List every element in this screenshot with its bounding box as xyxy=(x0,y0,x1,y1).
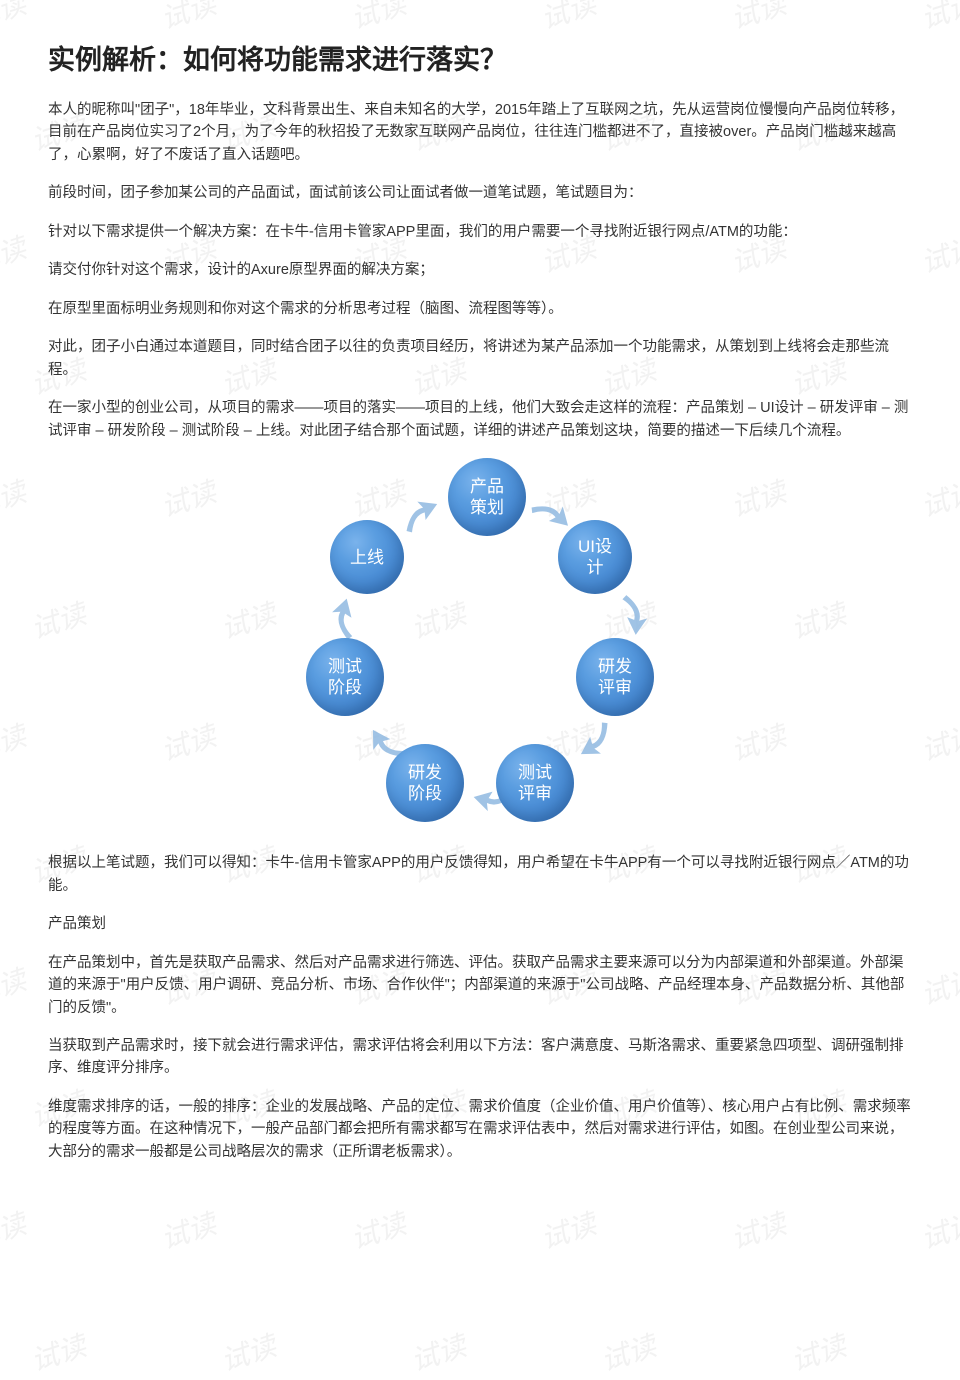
paragraph: 对此，团子小白通过本道题目，同时结合团子以往的负责项目经历，将讲述为某产品添加一… xyxy=(48,336,912,381)
cycle-node: 上线 xyxy=(330,520,404,594)
paragraph: 产品策划 xyxy=(48,913,912,935)
paragraph: 根据以上笔试题，我们可以得知：卡牛-信用卡管家APP的用户反馈得知，用户希望在卡… xyxy=(48,852,912,897)
cycle-node: 研发 评审 xyxy=(576,638,654,716)
cycle-node-label: 研发 评审 xyxy=(598,656,632,699)
cycle-node-label: 产品 策划 xyxy=(470,476,504,519)
cycle-node: 测试 评审 xyxy=(496,744,574,822)
cycle-node: 测试 阶段 xyxy=(306,638,384,716)
page-title: 实例解析：如何将功能需求进行落实？ xyxy=(48,38,912,77)
watermark-text: 试读 xyxy=(405,1324,471,1379)
cycle-node: 产品 策划 xyxy=(448,458,526,536)
cycle-node-label: 上线 xyxy=(350,547,384,568)
paragraph: 当获取到产品需求时，接下就会进行需求评估，需求评估将会利用以下方法：客户满意度、… xyxy=(48,1035,912,1080)
watermark-text: 试读 xyxy=(0,1202,31,1257)
watermark-text: 试读 xyxy=(915,1202,960,1257)
cycle-arrow xyxy=(398,500,444,541)
cycle-arrow xyxy=(324,602,370,643)
watermark-text: 试读 xyxy=(345,1202,411,1257)
cycle-diagram-container: 产品 策划 UI设 计研发 评审测试 评审 研发 阶段 测试 阶段 上线 xyxy=(48,458,912,838)
watermark-text: 试读 xyxy=(215,1324,281,1379)
watermark-text: 试读 xyxy=(595,1324,661,1379)
cycle-arrow xyxy=(572,720,618,761)
paragraph: 针对以下需求提供一个解决方案：在卡牛-信用卡管家APP里面，我们的用户需要一个寻… xyxy=(48,221,912,243)
paragraph: 在一家小型的创业公司，从项目的需求——项目的落实——项目的上线，他们大致会走这样… xyxy=(48,397,912,442)
watermark-text: 试读 xyxy=(725,1202,791,1257)
cycle-node-label: 研发 阶段 xyxy=(408,762,442,805)
cycle-node-label: 测试 阶段 xyxy=(328,656,362,699)
watermark-text: 试读 xyxy=(155,1202,221,1257)
cycle-node-label: UI设 计 xyxy=(578,536,612,579)
paragraph: 在原型里面标明业务规则和你对这个需求的分析思考过程（脑图、流程图等等）。 xyxy=(48,298,912,320)
cycle-diagram: 产品 策划 UI设 计研发 评审测试 评审 研发 阶段 测试 阶段 上线 xyxy=(270,458,690,838)
cycle-node: UI设 计 xyxy=(558,520,632,594)
cycle-arrow xyxy=(608,596,654,637)
paragraph: 本人的昵称叫"团子"，18年毕业，文科背景出生、来自未知名的大学，2015年踏上… xyxy=(48,99,912,166)
paragraph: 请交付你针对这个需求，设计的Axure原型界面的解决方案； xyxy=(48,259,912,281)
document-content: 实例解析：如何将功能需求进行落实？ 本人的昵称叫"团子"，18年毕业，文科背景出… xyxy=(0,0,960,1163)
paragraph: 维度需求排序的话，一般的排序：企业的发展战略、产品的定位、需求价值度（企业价值、… xyxy=(48,1096,912,1163)
paragraph: 在产品策划中，首先是获取产品需求、然后对产品需求进行筛选、评估。获取产品需求主要… xyxy=(48,952,912,1019)
cycle-node: 研发 阶段 xyxy=(386,744,464,822)
paragraph: 前段时间，团子参加某公司的产品面试，面试前该公司让面试者做一道笔试题，笔试题目为… xyxy=(48,182,912,204)
watermark-text: 试读 xyxy=(535,1202,601,1257)
watermark-text: 试读 xyxy=(785,1324,851,1379)
cycle-node-label: 测试 评审 xyxy=(518,762,552,805)
watermark-text: 试读 xyxy=(25,1324,91,1379)
